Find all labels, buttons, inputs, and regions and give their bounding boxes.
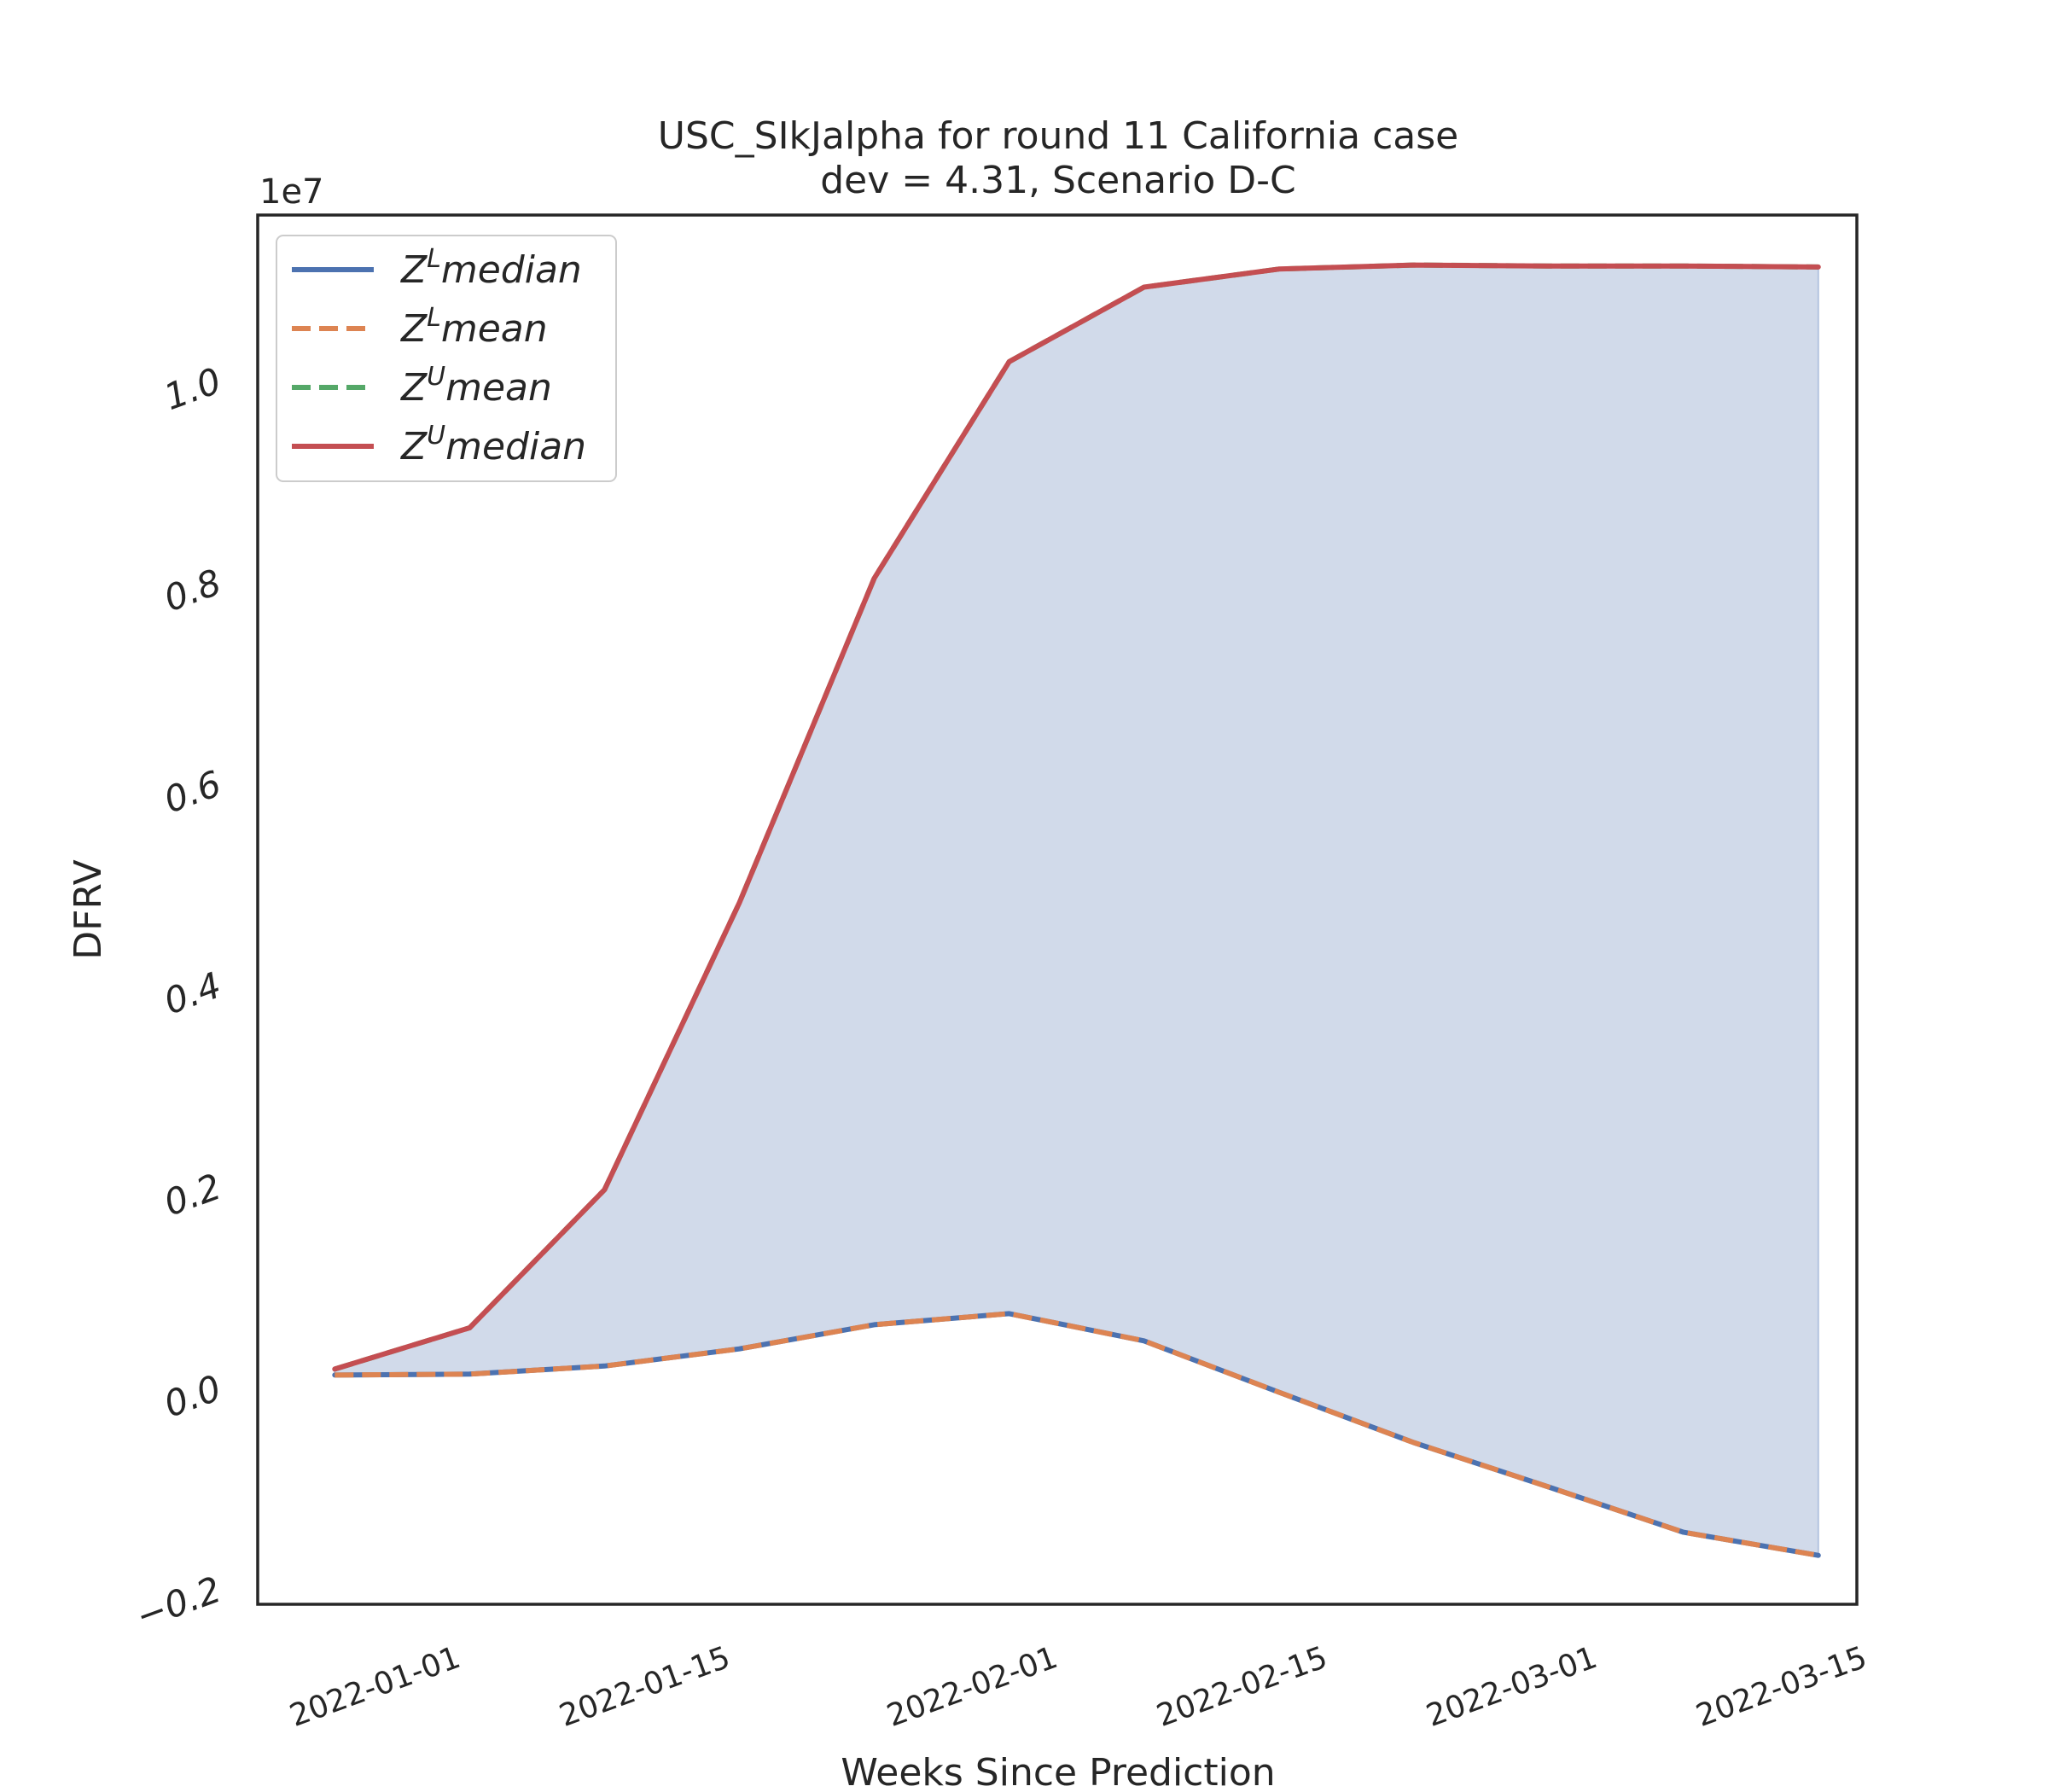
legend-entries: ZLmedian ZLmean ZUmean ZUmedian	[292, 244, 586, 468]
legend-label: ZLmean	[400, 303, 548, 351]
series-line-ZL-mean	[335, 1311, 1819, 1558]
y-offset-label: 1e7	[259, 172, 324, 212]
series-line-ZU-median	[332, 262, 1821, 1372]
chart-title: USC_SIkJalpha for round 11 California ca…	[658, 114, 1458, 158]
plot-frame	[256, 213, 1859, 1606]
y-axis-label: DFRV	[67, 859, 110, 959]
legend-box	[276, 235, 617, 482]
legend-label: ZLmedian	[400, 244, 582, 292]
legend-label: ZUmean	[400, 362, 552, 410]
series-layer	[332, 262, 1821, 1558]
x-axis-label: Weeks Since Prediction	[841, 1751, 1275, 1792]
legend: ZLmedian ZLmean ZUmean ZUmedian	[276, 235, 617, 482]
chart-subtitle: dev = 4.31, Scenario D-C	[820, 159, 1296, 202]
legend-label: ZUmedian	[400, 421, 586, 468]
